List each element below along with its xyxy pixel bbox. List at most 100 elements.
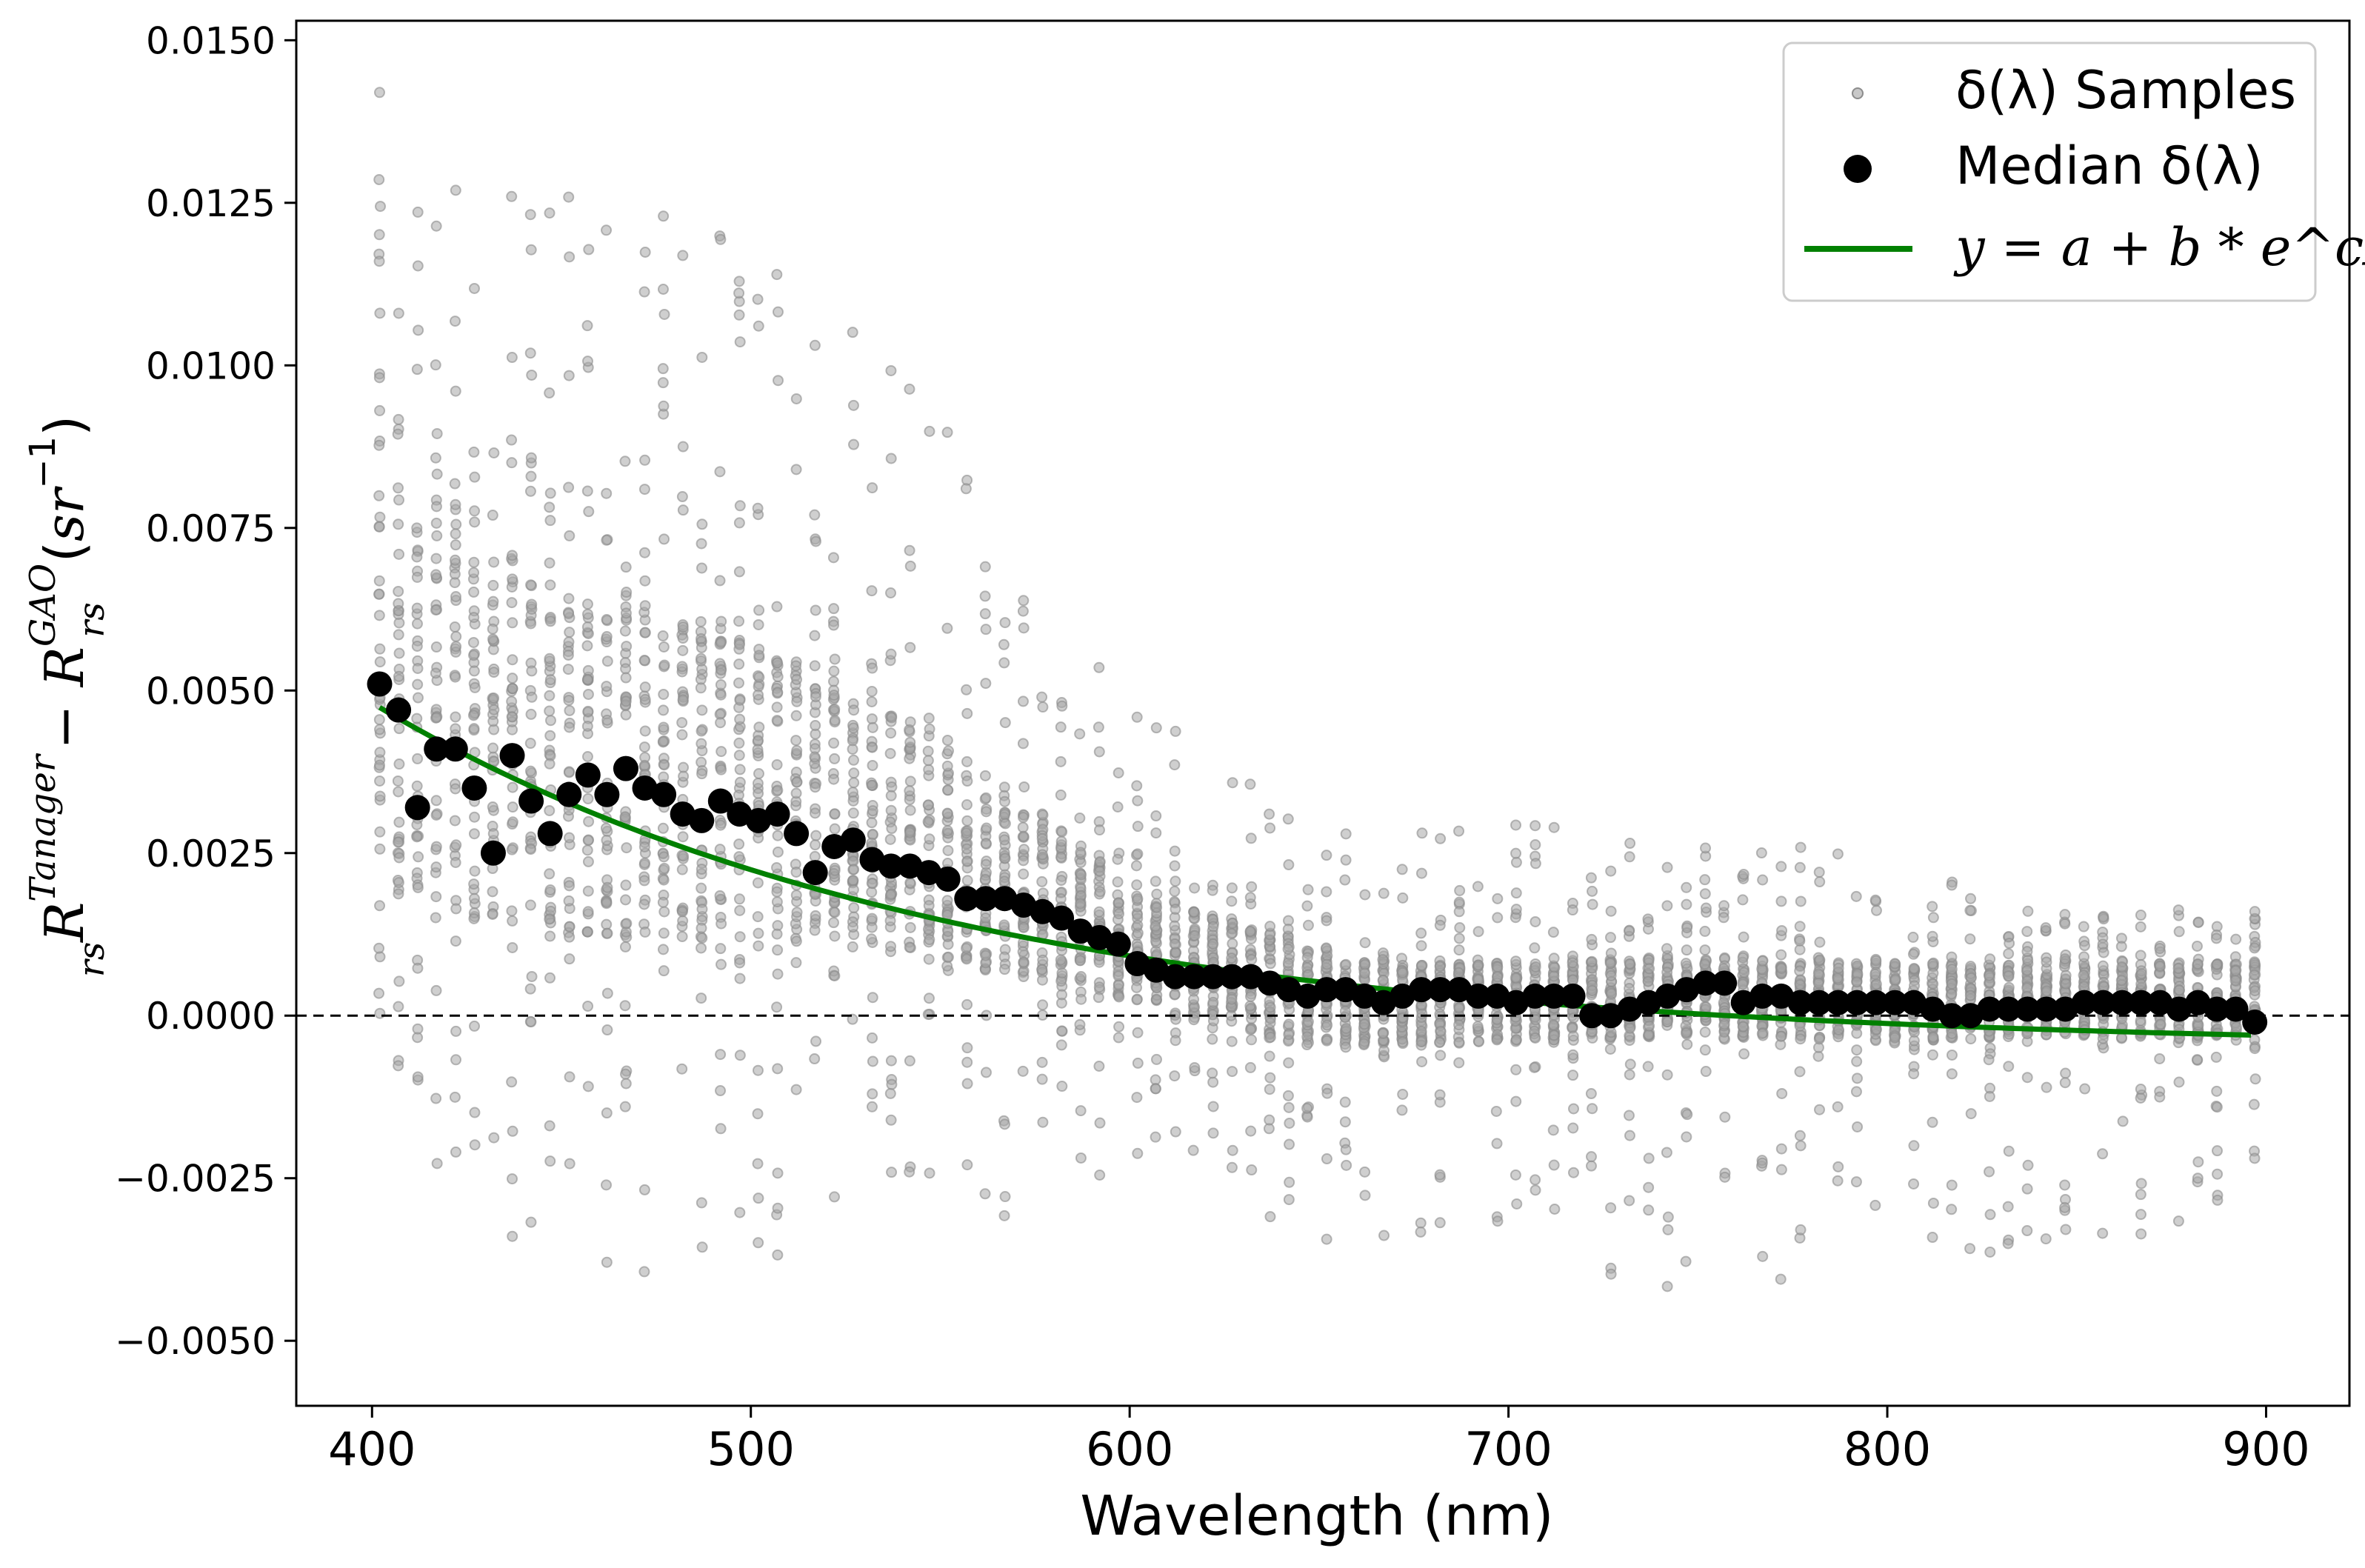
sample-point <box>1036 1056 1048 1068</box>
sample-point <box>1623 1110 1635 1121</box>
sample-point <box>374 1007 386 1019</box>
sample-point <box>1435 1026 1447 1038</box>
sample-point <box>1018 622 1030 634</box>
legend-median-marker <box>1844 155 1872 183</box>
sample-point <box>1946 1049 1958 1061</box>
sample-point <box>1530 858 1541 870</box>
sample-point <box>961 707 973 719</box>
sample-point <box>829 703 841 715</box>
sample-point <box>1624 1069 1635 1081</box>
sample-point <box>658 210 670 222</box>
sample-point <box>2003 981 2015 993</box>
sample-point <box>1548 1159 1560 1171</box>
sample-point <box>2098 912 2109 924</box>
sample-point <box>638 1266 650 1278</box>
sample-point <box>1017 738 1029 750</box>
sample-point <box>1832 1101 1844 1112</box>
sample-point <box>581 720 593 732</box>
sample-point <box>1984 1246 1996 1258</box>
sample-point <box>1131 711 1143 723</box>
sample-point <box>1283 1018 1295 1030</box>
sample-point <box>1453 896 1465 908</box>
sample-point <box>1681 944 1692 956</box>
sample-point <box>1510 955 1522 967</box>
sample-point <box>753 940 764 952</box>
sample-point <box>714 890 726 901</box>
sample-point <box>1547 1019 1559 1031</box>
sample-point <box>450 1146 461 1158</box>
sample-point <box>658 688 670 700</box>
sample-point <box>1776 1087 1788 1099</box>
sample-point <box>564 627 576 638</box>
sample-point <box>1017 605 1029 617</box>
sample-point <box>373 575 385 587</box>
sample-point <box>450 711 461 723</box>
sample-point <box>430 359 441 371</box>
sample-point <box>733 658 745 670</box>
sample-point <box>373 588 385 600</box>
sample-point <box>886 823 898 835</box>
sample-point <box>467 710 479 721</box>
sample-point <box>411 780 423 792</box>
sample-point <box>2212 1168 2224 1180</box>
sample-point <box>790 935 802 947</box>
sample-point <box>449 478 461 490</box>
sample-point <box>752 1064 764 1076</box>
sample-point <box>1850 1176 1862 1188</box>
median-point <box>745 807 771 833</box>
sample-point <box>2097 1032 2109 1044</box>
sample-point <box>772 968 784 980</box>
sample-point <box>1074 812 1086 824</box>
sample-point <box>525 844 537 855</box>
sample-point <box>1794 1066 1806 1078</box>
sample-point <box>1113 1032 1124 1044</box>
sample-point <box>2249 1152 2261 1164</box>
sample-point <box>1434 1037 1446 1049</box>
legend-samples-marker <box>1852 87 1864 99</box>
fit-curve <box>378 705 2252 1038</box>
median-point <box>1730 990 1756 1015</box>
sample-point <box>581 673 593 685</box>
sample-point <box>620 672 632 684</box>
median-point <box>1143 957 1169 983</box>
median-point <box>594 781 620 807</box>
sample-point <box>2154 943 2166 955</box>
median-point <box>1522 983 1548 1009</box>
sample-point <box>1530 1174 1541 1186</box>
sample-point <box>619 811 631 823</box>
sample-point <box>924 934 935 946</box>
sample-point <box>544 487 556 499</box>
sample-point <box>696 738 707 750</box>
sample-point <box>715 764 727 775</box>
sample-point <box>771 896 783 908</box>
sample-point <box>620 709 632 721</box>
median-point <box>1427 977 1453 1003</box>
sample-point <box>1207 996 1219 1008</box>
sample-point <box>829 808 841 820</box>
sample-point <box>1112 876 1124 888</box>
sample-point <box>2059 1077 2071 1089</box>
sample-point <box>469 1139 481 1151</box>
sample-point <box>772 1202 784 1214</box>
sample-point <box>658 533 670 545</box>
sample-point <box>393 413 404 425</box>
sample-point <box>563 636 575 648</box>
sample-point <box>753 1237 764 1249</box>
sample-point <box>1435 1050 1447 1061</box>
sample-point <box>2021 1225 2033 1237</box>
sample-point <box>677 915 689 927</box>
sample-point <box>430 452 441 464</box>
sample-point <box>620 879 632 891</box>
sample-point <box>581 640 593 652</box>
sample-point <box>941 825 953 837</box>
sample-point <box>1264 1072 1276 1084</box>
sample-point <box>1093 746 1105 758</box>
sample-point <box>696 922 707 934</box>
sample-point <box>1606 987 1618 999</box>
y-tick-label: −0.0050 <box>115 1320 276 1363</box>
sample-point <box>393 647 405 659</box>
sample-point <box>829 864 841 876</box>
sample-point <box>696 725 707 737</box>
sample-point <box>1359 889 1371 901</box>
sample-point <box>601 534 613 546</box>
